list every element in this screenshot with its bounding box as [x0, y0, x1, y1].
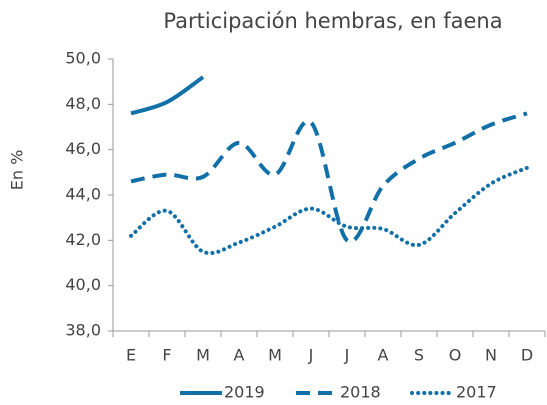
x-tick-label: A: [234, 346, 245, 365]
y-tick-label: 48,0: [65, 94, 101, 113]
x-tick-label: J: [308, 346, 314, 365]
legend-label: 2018: [340, 383, 381, 402]
x-tick-label: M: [268, 346, 282, 365]
y-tick-label: 44,0: [65, 185, 101, 204]
series-line: [129, 165, 529, 256]
x-tick-label: O: [449, 346, 462, 365]
x-tick-label: J: [344, 346, 350, 365]
x-tick-label: A: [378, 346, 389, 365]
y-tick-label: 50,0: [65, 49, 101, 68]
y-tick-label: 40,0: [65, 275, 101, 294]
x-tick-label: E: [126, 346, 136, 365]
x-tick-label: N: [485, 346, 497, 365]
x-tick-label: M: [196, 346, 210, 365]
legend-label: 2019: [224, 383, 265, 402]
chart-title: Participación hembras, en faena: [163, 9, 502, 33]
x-tick-label: S: [414, 346, 424, 365]
y-tick-label: 46,0: [65, 139, 101, 158]
y-axis-label: En %: [8, 150, 27, 191]
x-tick-label: D: [521, 346, 533, 365]
y-tick-label: 42,0: [65, 230, 101, 249]
series-line: [130, 75, 205, 116]
legend-label: 2017: [456, 383, 497, 402]
series-line: [130, 111, 528, 244]
x-tick-label: F: [162, 346, 171, 365]
y-tick-label: 38,0: [65, 321, 101, 340]
